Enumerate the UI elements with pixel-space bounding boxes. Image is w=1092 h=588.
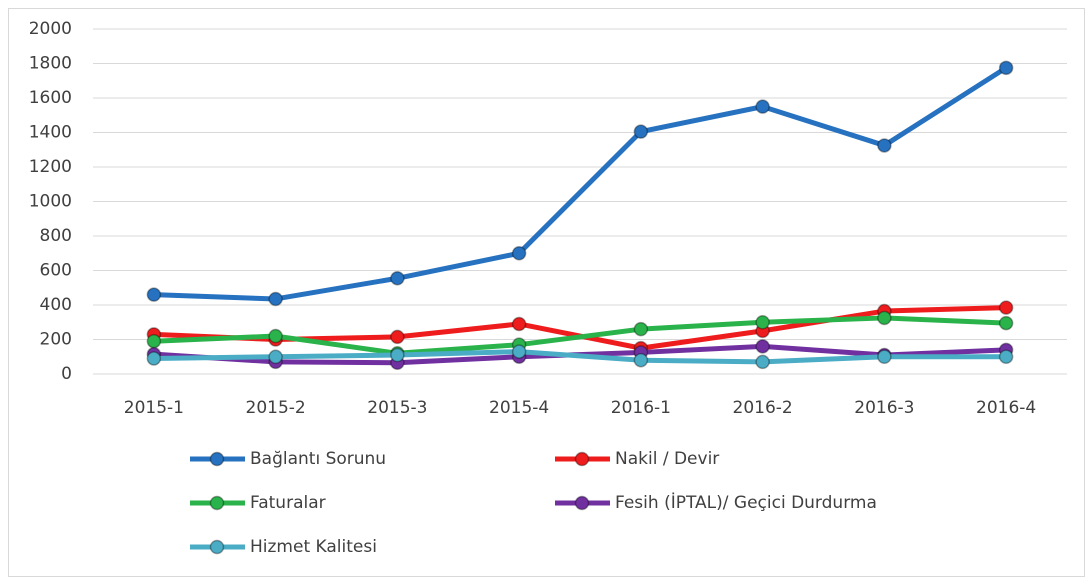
data-point <box>511 316 527 332</box>
legend-label: Faturalar <box>250 493 326 513</box>
chart-frame <box>8 8 1085 577</box>
data-point <box>998 349 1014 364</box>
data-point <box>511 344 527 359</box>
legend-marker <box>209 495 225 511</box>
y-tick-label: 1000 <box>29 192 72 212</box>
data-point <box>998 300 1014 315</box>
series-line <box>153 315 1007 356</box>
y-tick-label: 1400 <box>29 123 72 143</box>
data-point <box>877 138 892 153</box>
legend-label: Fesih (İPTAL)/ Geçici Durdurma <box>615 492 877 513</box>
x-tick-label: 2015-3 <box>367 398 427 418</box>
data-point <box>755 315 770 330</box>
x-tick-label: 2015-1 <box>124 398 184 418</box>
data-point <box>146 333 162 349</box>
data-point <box>390 329 405 345</box>
y-tick-label: 1800 <box>29 54 72 74</box>
data-point <box>998 60 1014 76</box>
legend-marker <box>209 451 225 467</box>
data-point <box>511 246 527 261</box>
legend-marker <box>574 495 590 511</box>
data-point <box>755 354 770 370</box>
data-point <box>877 349 892 364</box>
x-tick-label: 2015-2 <box>246 398 306 418</box>
y-tick-label: 0 <box>61 364 72 384</box>
x-tick-label: 2015-4 <box>489 398 549 418</box>
data-point <box>268 328 283 344</box>
data-point <box>755 339 770 354</box>
data-point <box>390 347 405 363</box>
x-tick-label: 2016-2 <box>733 398 793 418</box>
y-tick-label: 1200 <box>29 157 72 177</box>
y-tick-label: 600 <box>40 261 72 281</box>
legend-label: Nakil / Devir <box>615 449 719 469</box>
x-tick-label: 2016-3 <box>854 398 914 418</box>
data-point <box>633 352 649 368</box>
legend-marker <box>574 451 590 467</box>
y-tick-label: 1600 <box>29 88 72 108</box>
data-point <box>146 287 162 302</box>
legend-label: Hizmet Kalitesi <box>250 537 377 557</box>
data-point <box>268 291 283 307</box>
series-line <box>153 65 1008 302</box>
y-tick-label: 400 <box>40 295 72 315</box>
data-point <box>633 124 649 139</box>
series-line <box>153 349 1007 365</box>
data-point <box>998 315 1014 331</box>
data-point <box>146 351 162 366</box>
data-point <box>390 271 405 286</box>
data-point <box>755 99 770 114</box>
x-tick-label: 2016-1 <box>611 398 671 418</box>
data-point <box>268 349 283 364</box>
y-tick-label: 2000 <box>29 19 72 39</box>
y-tick-label: 200 <box>40 330 72 350</box>
data-point <box>633 321 649 337</box>
x-tick-label: 2016-4 <box>976 398 1036 418</box>
legend-label: Bağlantı Sorunu <box>250 449 386 469</box>
legend-marker <box>209 539 225 555</box>
y-tick-label: 800 <box>40 226 72 246</box>
data-point <box>877 310 892 326</box>
